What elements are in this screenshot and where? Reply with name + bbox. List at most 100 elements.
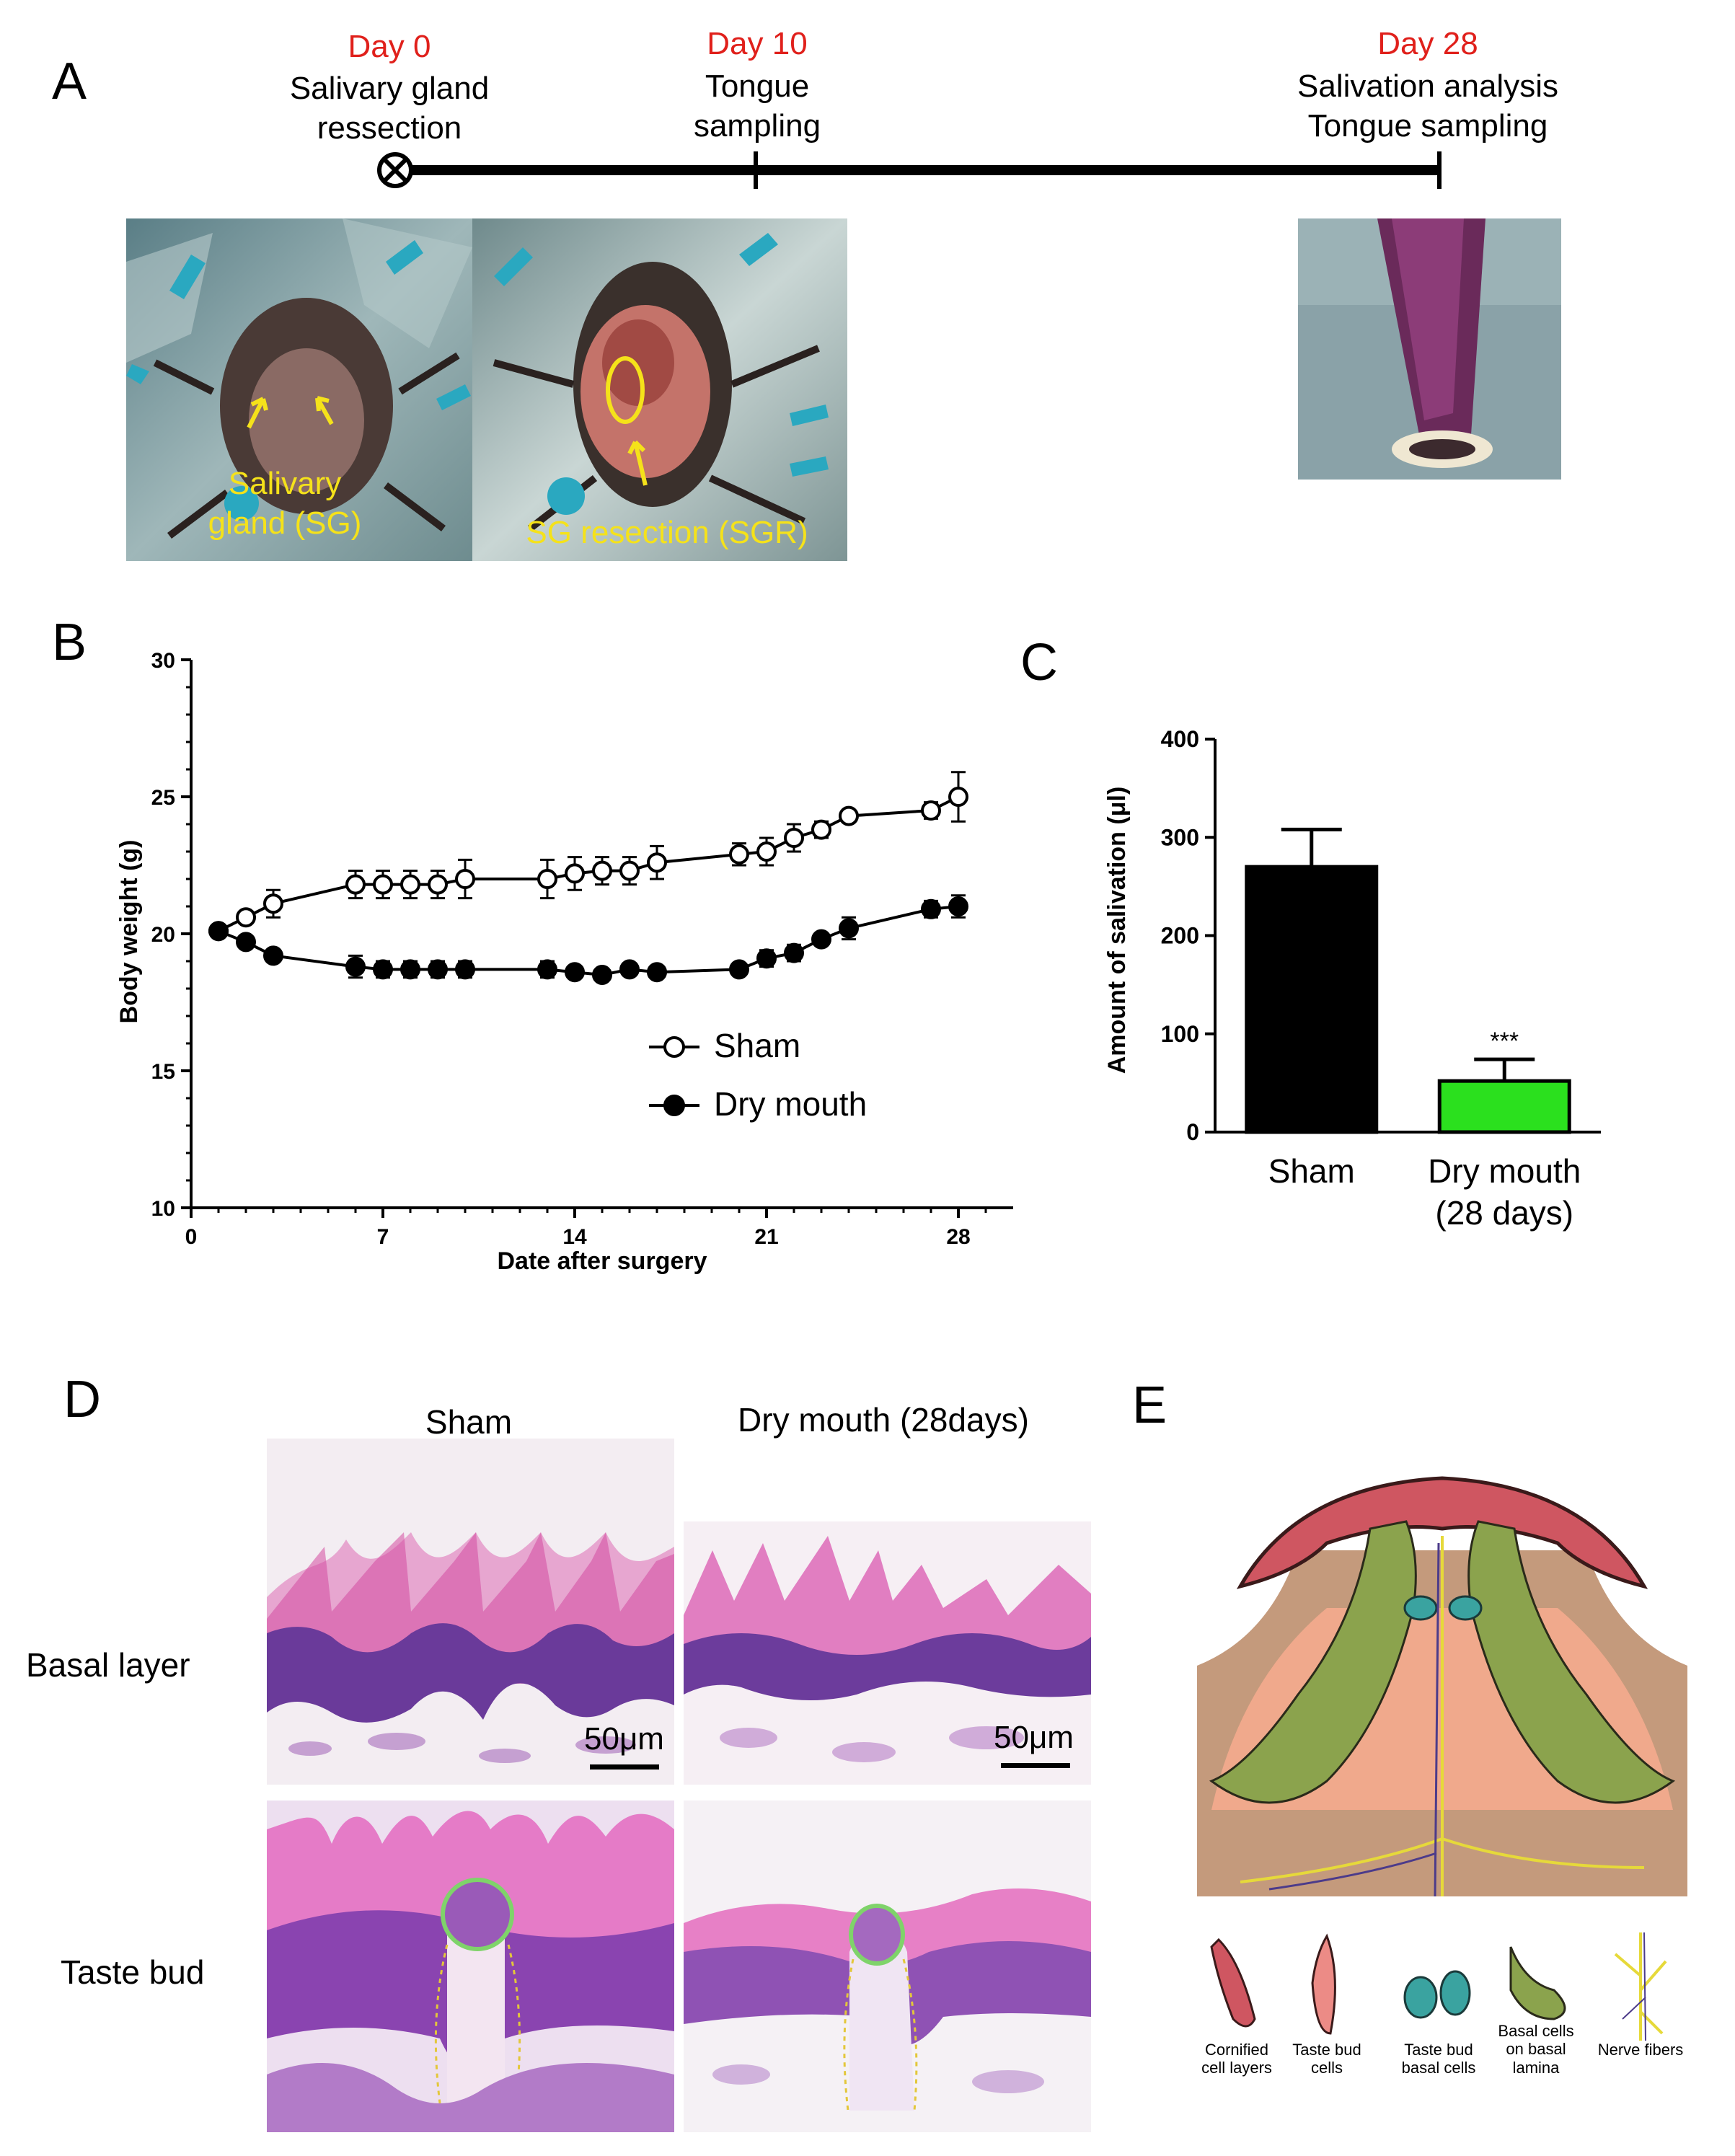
data-point-dry-mouth xyxy=(619,959,640,980)
data-point-sham xyxy=(921,800,941,821)
y-tick-label: 0 xyxy=(1186,1119,1199,1145)
histology-dry-mouth-basal-layer: 50μm xyxy=(684,1521,1091,1785)
error-bar-sham xyxy=(1281,827,1342,867)
data-point-dry-mouth xyxy=(811,929,831,950)
data-point-dry-mouth xyxy=(373,959,393,980)
data-point-dry-mouth xyxy=(537,959,557,980)
histology-sham-taste-bud xyxy=(267,1801,674,2132)
legend-label-dry-mouth: Dry mouth xyxy=(714,1085,867,1123)
y-tick-label: 30 xyxy=(151,649,175,673)
x-tick-label: 28 xyxy=(946,1225,970,1249)
data-point-sham xyxy=(784,828,804,848)
legend-marker-sham xyxy=(663,1036,685,1058)
photo-salivary-gland: Salivary gland (SG) xyxy=(126,218,472,561)
photo-tongue-sample xyxy=(1298,218,1561,480)
x-tick-label: 7 xyxy=(377,1225,389,1249)
data-point-dry-mouth xyxy=(208,921,229,942)
data-point-sham xyxy=(400,874,420,895)
data-point-dry-mouth xyxy=(565,962,585,983)
data-point-sham xyxy=(592,860,612,881)
panel-label-e: E xyxy=(1132,1377,1167,1434)
panel-label-d: D xyxy=(63,1371,101,1428)
data-point-dry-mouth xyxy=(263,945,283,966)
timeline-day-10: Day 10 xyxy=(707,26,808,61)
data-point-sham xyxy=(948,787,968,807)
timeline-day-0: Day 0 xyxy=(348,29,431,64)
data-point-sham xyxy=(839,805,859,826)
data-point-dry-mouth xyxy=(345,956,366,977)
data-point-sham xyxy=(647,852,667,873)
panel-label-c: C xyxy=(1020,634,1058,692)
taste-bud-highlight-circle xyxy=(441,1878,514,1951)
data-point-dry-mouth xyxy=(729,959,749,980)
taste-bud-schematic-diagram xyxy=(1197,1476,1687,1897)
photo-label-salivary-gland: Salivary gland (SG) xyxy=(208,466,362,541)
category-label: Sham xyxy=(1268,1152,1355,1190)
category-label: Dry mouth xyxy=(1428,1152,1581,1190)
y-tick-label: 200 xyxy=(1161,923,1199,949)
scale-bar-label: 50μm xyxy=(994,1720,1074,1755)
timeline-desc-day-10: Tongue sampling xyxy=(693,69,821,143)
y-tick-label: 400 xyxy=(1161,726,1199,752)
timeline-desc-day-28: Salivation analysis Tongue sampling xyxy=(1297,69,1558,143)
taste-bud-cell-icon xyxy=(1311,1933,1336,2035)
panel-label-a: A xyxy=(52,53,87,110)
timeline-axis xyxy=(377,151,1442,189)
y-tick-label: 10 xyxy=(151,1197,175,1221)
data-point-sham xyxy=(236,907,256,928)
y-tick-label: 100 xyxy=(1161,1021,1199,1047)
legend-caption-cornified: Cornified cell layers xyxy=(1201,2041,1272,2077)
bar-sham xyxy=(1245,865,1379,1134)
data-point-sham xyxy=(537,869,557,889)
data-point-sham xyxy=(345,874,366,895)
row-label-basal-layer: Basal layer xyxy=(26,1646,190,1684)
diagram-legend: Cornified cell layers Taste bud cells Ta… xyxy=(1190,1932,1709,2084)
y-axis-label: Body weight (g) xyxy=(115,840,143,1024)
y-tick-label: 25 xyxy=(151,786,175,810)
data-point-dry-mouth xyxy=(921,898,941,919)
data-point-dry-mouth xyxy=(948,896,968,916)
timeline-day-28: Day 28 xyxy=(1377,26,1478,61)
scale-bar-label: 50μm xyxy=(584,1721,664,1757)
legend-marker-dry-mouth xyxy=(663,1095,685,1116)
row-label-taste-bud: Taste bud xyxy=(61,1953,205,1991)
data-point-sham xyxy=(373,874,393,895)
data-point-sham xyxy=(455,869,475,889)
data-point-dry-mouth xyxy=(455,959,475,980)
chart-legend: Sham Dry mouth xyxy=(649,1027,867,1123)
basal-cell-icon xyxy=(1403,1970,1471,2019)
timeline-desc-day-0: Salivary gland ressection xyxy=(289,71,490,146)
body-weight-line-chart: 0 7 14 21 28 10 15 20 25 30 Date after surgery Bo… xyxy=(115,649,1013,1275)
data-point-dry-mouth xyxy=(428,959,448,980)
taste-bud-highlight-circle xyxy=(849,1904,905,1966)
photo-label-sg-resection: SG resection (SGR) xyxy=(526,515,808,550)
photo-sg-resection: SG resection (SGR) xyxy=(472,218,847,561)
data-point-sham xyxy=(565,863,585,884)
column-header-dry-mouth: Dry mouth (28days) xyxy=(738,1401,1029,1439)
error-bar-dry-mouth xyxy=(1474,1057,1535,1082)
legend-caption-nerve-fibers: Nerve fibers xyxy=(1597,2041,1684,2059)
y-tick-label: 300 xyxy=(1161,824,1199,850)
data-point-dry-mouth xyxy=(592,965,612,985)
y-tick-label: 15 xyxy=(151,1060,175,1084)
data-point-dry-mouth xyxy=(236,932,256,953)
legend-caption-basal-cells: Taste bud basal cells xyxy=(1401,2041,1476,2077)
data-point-sham xyxy=(619,860,640,881)
histology-sham-basal-layer: 50μm xyxy=(267,1439,674,1785)
data-point-dry-mouth xyxy=(756,948,777,969)
data-point-sham xyxy=(428,874,448,895)
nerve-fiber-icon xyxy=(1614,1932,1667,2041)
resection-highlight-ellipse xyxy=(606,356,645,424)
scale-bar xyxy=(590,1764,659,1770)
panel-label-b: B xyxy=(52,614,87,671)
cornified-cell-icon xyxy=(1210,1938,1256,2028)
data-point-dry-mouth xyxy=(400,959,420,980)
column-header-sham: Sham xyxy=(425,1403,513,1441)
x-tick-label: 21 xyxy=(754,1225,778,1249)
legend-caption-basal-lamina: Basal cells on basal lamina xyxy=(1498,2022,1574,2077)
basal-lamina-cell-icon xyxy=(1509,1946,1566,2020)
data-point-dry-mouth xyxy=(784,942,804,963)
scale-bar xyxy=(1001,1763,1070,1768)
data-point-sham xyxy=(263,893,283,914)
